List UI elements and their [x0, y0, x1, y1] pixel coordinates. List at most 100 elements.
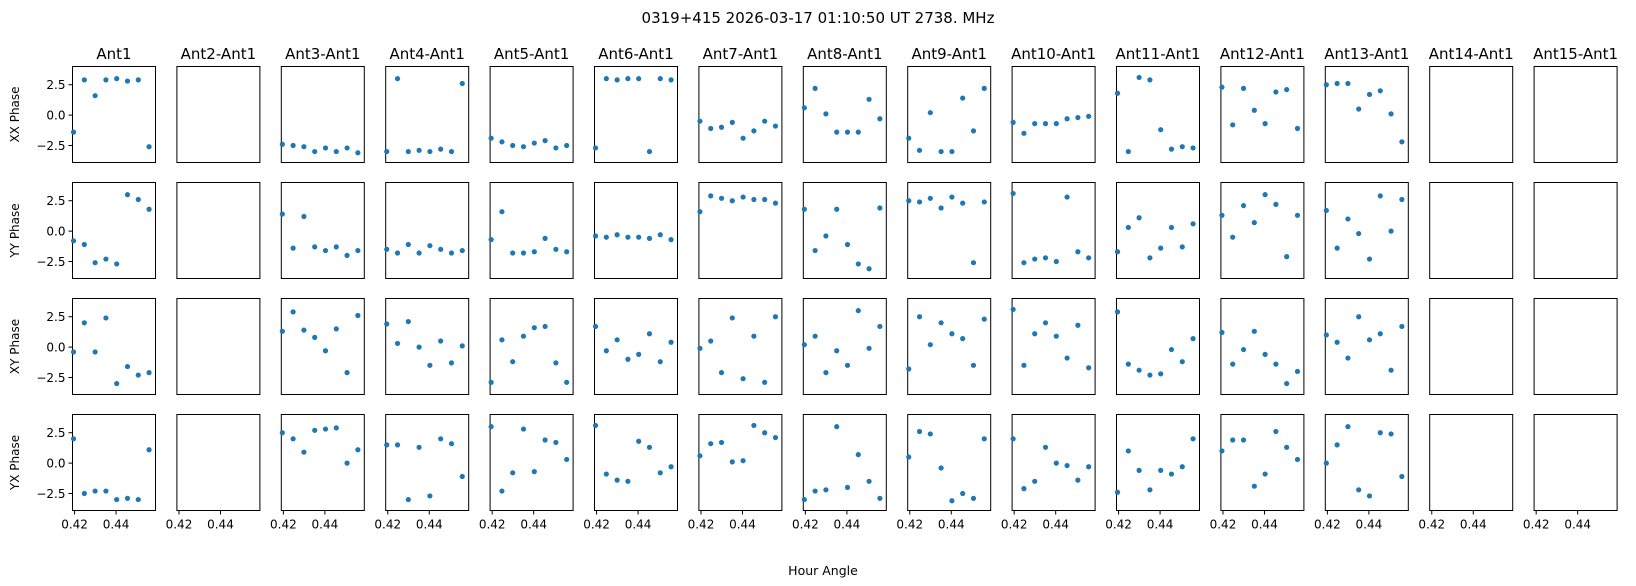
data-point [970, 495, 977, 501]
data-point [844, 129, 851, 135]
data-point [1064, 462, 1070, 469]
panel-frame [489, 298, 574, 395]
data-point [124, 78, 131, 84]
data-point [344, 252, 350, 259]
data-point [1064, 194, 1070, 200]
column-title: Ant13-Ant1 [1324, 45, 1409, 63]
panel-frame [1533, 298, 1618, 395]
data-point [625, 478, 631, 484]
data-point [866, 96, 872, 102]
data-point [906, 366, 912, 372]
data-point [1356, 230, 1362, 237]
data-point [290, 245, 296, 251]
column-title: Ant1 [96, 45, 131, 63]
panel-frame [1324, 182, 1409, 279]
data-point [1147, 77, 1153, 83]
data-point [697, 453, 703, 459]
data-point [135, 77, 141, 83]
column-title: Ant14-Ant1 [1429, 45, 1514, 63]
data-point [1240, 437, 1247, 443]
x-tick-label: 0.44 [312, 518, 339, 532]
data-point [1230, 234, 1236, 240]
panel-frame [1116, 298, 1200, 395]
data-point [448, 360, 455, 366]
data-point [499, 139, 505, 145]
data-point [646, 331, 653, 337]
data-point [1388, 431, 1394, 437]
panel-frame [1429, 414, 1514, 511]
data-point [394, 340, 401, 347]
data-point [1334, 80, 1340, 87]
data-point [801, 105, 807, 111]
panel-frame [176, 298, 261, 395]
data-point [1262, 192, 1268, 198]
x-tick-label: 0.44 [1460, 518, 1487, 532]
panel-frame [1220, 298, 1305, 395]
data-point [657, 76, 663, 82]
data-point [603, 348, 609, 354]
data-point [1053, 460, 1059, 466]
data-point [290, 436, 296, 442]
data-point [1021, 362, 1027, 368]
data-point [1010, 119, 1016, 125]
data-point [801, 342, 807, 348]
data-point [812, 85, 818, 91]
data-point [960, 490, 966, 497]
data-point [729, 459, 735, 465]
data-point [1262, 121, 1268, 127]
data-point [553, 145, 559, 151]
data-point [427, 148, 433, 155]
data-point [542, 437, 548, 443]
data-point [1032, 331, 1038, 337]
data-point [1032, 256, 1038, 262]
data-point [1075, 477, 1081, 483]
data-point [510, 142, 516, 149]
data-point [1168, 224, 1175, 231]
data-point [762, 196, 768, 203]
data-point [1147, 255, 1153, 261]
data-point [448, 250, 455, 256]
panel-frame [72, 66, 156, 163]
data-point [1273, 89, 1279, 95]
y-tick-label: 0.0 [46, 457, 65, 471]
data-point [488, 424, 494, 430]
panel-frame [698, 182, 783, 279]
data-point [772, 200, 779, 206]
data-point [135, 196, 141, 203]
data-point [636, 351, 642, 357]
data-point [906, 135, 912, 141]
data-point [1399, 139, 1405, 145]
data-point [114, 380, 120, 387]
x-tick-label: 0.44 [1042, 518, 1069, 532]
data-point [834, 424, 840, 430]
y-tick-label: 0.0 [46, 109, 65, 123]
panel-frame [1220, 66, 1305, 163]
data-point [1399, 323, 1405, 330]
x-tick-label: 0.44 [938, 518, 965, 532]
data-point [1042, 121, 1049, 127]
data-point [718, 439, 725, 446]
data-point [1075, 114, 1081, 121]
data-point [970, 362, 977, 368]
data-point [960, 336, 966, 342]
data-point [751, 128, 757, 134]
data-point [1294, 212, 1301, 218]
data-point [823, 233, 829, 239]
data-point [646, 148, 653, 155]
data-point [668, 339, 674, 345]
data-point [1158, 127, 1164, 133]
data-point [1377, 88, 1383, 94]
data-point [1273, 428, 1279, 435]
x-tick-label: 0.42 [166, 518, 193, 532]
data-point [1388, 367, 1394, 373]
panel-frame [280, 182, 365, 279]
data-point [1086, 113, 1092, 119]
data-point [394, 442, 401, 448]
data-point [812, 488, 818, 494]
data-point [1032, 478, 1038, 484]
data-point [812, 247, 818, 254]
data-point [1294, 368, 1301, 375]
data-point [762, 118, 768, 124]
data-point [114, 261, 120, 267]
